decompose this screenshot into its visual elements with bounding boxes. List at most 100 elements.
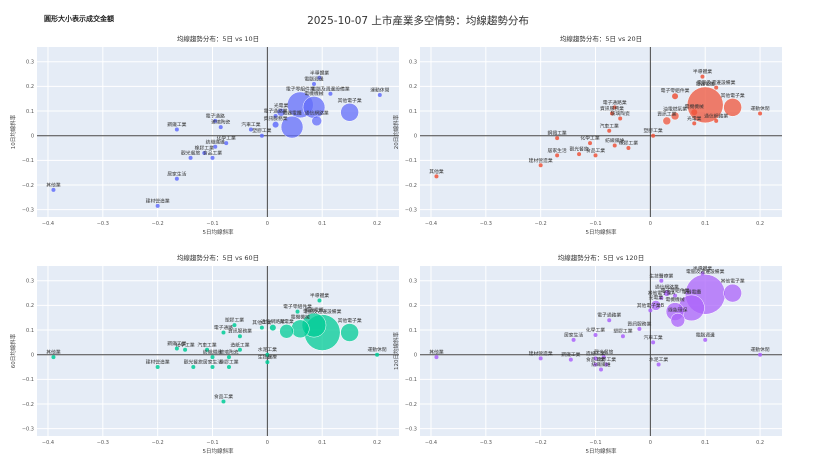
data-point[interactable]	[555, 153, 560, 158]
data-point[interactable]	[604, 362, 609, 367]
data-point[interactable]	[599, 367, 603, 372]
data-point[interactable]	[758, 352, 763, 357]
data-point[interactable]	[607, 128, 612, 133]
data-point[interactable]	[651, 133, 656, 138]
data-point[interactable]	[670, 312, 686, 328]
data-point[interactable]	[210, 155, 215, 160]
data-point[interactable]	[568, 357, 573, 362]
data-point[interactable]	[723, 98, 742, 117]
data-point[interactable]	[237, 334, 242, 339]
data-point[interactable]	[538, 356, 543, 361]
data-point[interactable]	[276, 108, 286, 117]
data-point[interactable]	[571, 337, 576, 342]
data-point[interactable]	[259, 133, 264, 138]
data-point[interactable]	[612, 143, 617, 148]
data-point[interactable]	[375, 352, 380, 357]
data-point[interactable]	[434, 355, 439, 360]
data-point[interactable]	[714, 85, 719, 90]
point-label: 其他電子業	[338, 97, 362, 104]
data-point[interactable]	[291, 319, 310, 339]
data-point[interactable]	[538, 163, 543, 168]
data-point[interactable]	[340, 323, 359, 342]
data-point[interactable]	[213, 118, 218, 123]
data-point[interactable]	[248, 127, 253, 132]
data-point[interactable]	[51, 355, 56, 360]
data-point[interactable]	[588, 141, 593, 146]
data-point[interactable]	[670, 111, 680, 121]
data-point[interactable]	[265, 352, 270, 357]
data-point[interactable]	[269, 324, 276, 331]
data-point[interactable]	[210, 365, 215, 370]
data-point[interactable]	[651, 340, 656, 345]
data-point[interactable]	[703, 337, 708, 342]
data-point[interactable]	[601, 355, 606, 360]
data-point[interactable]	[221, 399, 226, 404]
data-point[interactable]	[237, 347, 242, 352]
data-point[interactable]	[311, 81, 316, 86]
data-point[interactable]	[202, 150, 207, 155]
data-point[interactable]	[280, 115, 304, 139]
data-point[interactable]	[659, 278, 664, 283]
data-point[interactable]	[626, 146, 631, 151]
data-point[interactable]	[577, 152, 582, 157]
data-point[interactable]	[213, 144, 218, 149]
data-point[interactable]	[593, 356, 598, 361]
data-point[interactable]	[226, 355, 231, 360]
data-point[interactable]	[663, 290, 670, 297]
data-point[interactable]	[224, 141, 229, 146]
data-point[interactable]	[155, 365, 160, 370]
data-point[interactable]	[648, 308, 653, 313]
data-point[interactable]	[593, 362, 598, 367]
data-point[interactable]	[273, 113, 278, 118]
data-point[interactable]	[191, 365, 196, 370]
data-point[interactable]	[555, 136, 560, 141]
data-point[interactable]	[618, 116, 623, 121]
data-point[interactable]	[714, 118, 719, 123]
x-tick-label: 0.1	[701, 440, 709, 446]
data-point[interactable]	[317, 75, 322, 80]
data-point[interactable]	[612, 105, 617, 110]
data-point[interactable]	[723, 283, 742, 303]
data-point[interactable]	[265, 360, 270, 365]
data-point[interactable]	[311, 115, 322, 127]
data-point[interactable]	[328, 91, 333, 96]
data-point[interactable]	[662, 116, 672, 126]
data-point[interactable]	[51, 187, 56, 192]
data-point[interactable]	[279, 324, 294, 339]
data-point[interactable]	[672, 93, 679, 100]
data-point[interactable]	[205, 347, 210, 352]
data-point[interactable]	[232, 323, 237, 328]
data-point[interactable]	[317, 298, 322, 303]
data-point[interactable]	[593, 153, 598, 158]
data-point[interactable]	[221, 330, 226, 335]
data-point[interactable]	[226, 365, 231, 370]
data-point[interactable]	[295, 309, 300, 314]
data-point[interactable]	[593, 332, 598, 337]
data-point[interactable]	[340, 103, 359, 122]
data-point[interactable]	[700, 74, 705, 79]
data-point[interactable]	[609, 111, 614, 116]
data-point[interactable]	[183, 347, 188, 352]
data-point[interactable]	[174, 346, 179, 351]
data-point[interactable]	[607, 318, 612, 323]
data-point[interactable]	[692, 121, 697, 126]
data-point[interactable]	[434, 174, 439, 179]
data-point[interactable]	[377, 93, 382, 98]
data-point[interactable]	[218, 125, 223, 130]
data-point[interactable]	[656, 362, 661, 367]
data-point[interactable]	[174, 127, 179, 132]
data-point[interactable]	[637, 326, 642, 331]
data-point[interactable]	[272, 121, 279, 128]
data-point[interactable]	[650, 300, 662, 311]
data-point[interactable]	[210, 355, 215, 360]
data-point[interactable]	[673, 293, 678, 298]
data-point[interactable]	[691, 109, 698, 116]
data-point[interactable]	[659, 296, 664, 301]
data-point[interactable]	[700, 271, 705, 276]
data-point[interactable]	[174, 176, 179, 181]
data-point[interactable]	[155, 203, 160, 208]
data-point[interactable]	[259, 325, 264, 330]
data-point[interactable]	[758, 111, 763, 116]
data-point[interactable]	[188, 155, 193, 160]
data-point[interactable]	[620, 334, 625, 339]
